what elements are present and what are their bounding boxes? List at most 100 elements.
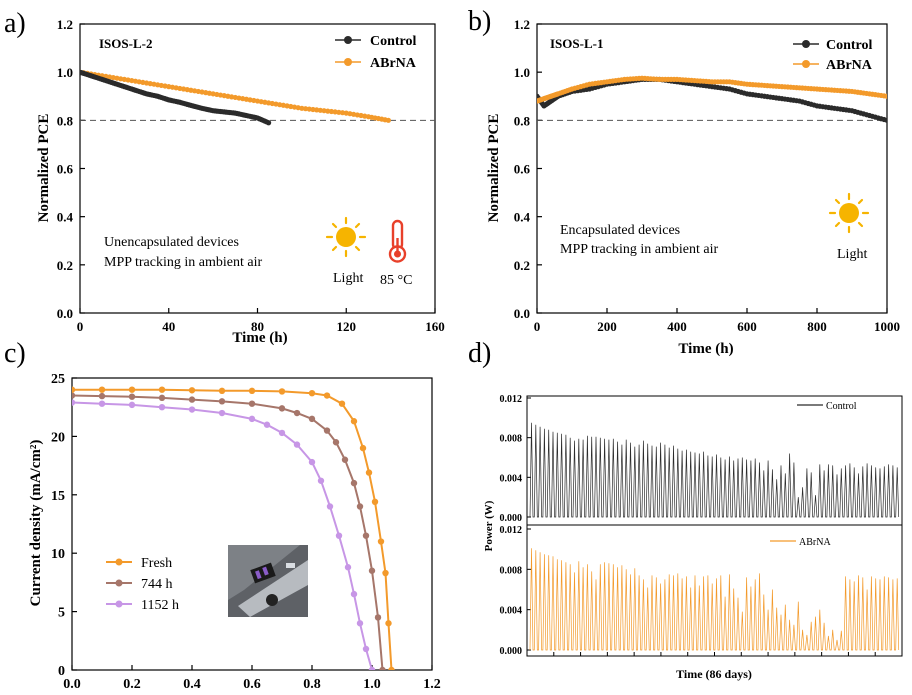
y-tick-label: 0.012 <box>500 394 523 405</box>
data-point <box>248 387 256 395</box>
y-axis-label-b: Normalized PCE <box>486 114 502 223</box>
y-tick-label: 15 <box>51 489 65 504</box>
y-tick-label: 0.008 <box>500 565 523 576</box>
y-tick-label: 1.0 <box>57 65 73 80</box>
data-point <box>218 398 226 405</box>
y-tick-label: 5 <box>58 606 65 621</box>
x-tick-label: 0.8 <box>303 677 321 692</box>
legend-marker-control-a <box>344 36 352 44</box>
sun-icon <box>325 216 367 258</box>
annotation-light-b: Light <box>837 247 867 262</box>
data-point <box>98 386 106 393</box>
data-point <box>332 439 340 446</box>
data-point <box>248 400 256 407</box>
data-point <box>368 666 376 670</box>
panel-c-label: c) <box>4 338 26 369</box>
x-tick-label: 0 <box>534 319 541 334</box>
legend-marker-744h <box>115 579 123 587</box>
y-tick-label: 0.4 <box>514 210 531 225</box>
x-tick-label: 0.6 <box>243 677 261 692</box>
y-tick-label: 1.2 <box>57 17 73 32</box>
y-axis-c: 0 5 10 15 20 25 <box>51 372 77 679</box>
series-control-a <box>80 69 272 126</box>
legend-d-bottom: ABrNA <box>770 537 831 548</box>
y-tick-label: 0.8 <box>57 113 74 128</box>
series-fresh <box>72 386 395 670</box>
data-point <box>341 456 349 463</box>
x-axis-c: 0.0 0.2 0.4 0.6 0.8 1.0 1.2 <box>63 665 441 692</box>
data-point <box>365 469 373 476</box>
series-abrna-power <box>529 548 900 651</box>
series-1152h <box>72 399 376 670</box>
legend-label-744h: 744 h <box>141 577 173 592</box>
data-point <box>98 400 106 407</box>
legend-marker-1152h <box>115 600 123 608</box>
x-tick-label: 0 <box>77 319 84 334</box>
chart-title-a: ISOS-L-2 <box>99 36 152 51</box>
y-tick-label: 0.008 <box>500 434 523 445</box>
x-tick-label: 1.0 <box>363 677 381 692</box>
chart-title-b: ISOS-L-1 <box>550 36 603 51</box>
y-tick-label: 0.6 <box>514 162 531 177</box>
x-axis-label-b: Time (h) <box>678 341 733 357</box>
x-tick-label: 40 <box>162 319 175 334</box>
data-point <box>379 666 386 670</box>
data-point <box>884 117 887 123</box>
legend-label-abrna-b: ABrNA <box>826 58 873 73</box>
data-point <box>293 441 301 448</box>
data-point <box>350 418 358 425</box>
data-point <box>371 498 379 506</box>
y-axis-label-c: Current density (mA/cm²) <box>28 440 44 607</box>
data-point <box>335 532 343 539</box>
y-axis-d-bottom: 0.000 0.004 0.008 0.012 <box>500 525 531 657</box>
data-point <box>356 620 364 627</box>
annotation-mpp-a: MPP tracking in ambient air <box>104 255 262 270</box>
panel-d-label: d) <box>468 338 491 369</box>
data-point <box>356 503 364 510</box>
legend-label-control-a: Control <box>370 34 417 49</box>
data-point <box>278 388 286 395</box>
annotation-unencapsulated: Unencapsulated devices <box>104 235 239 250</box>
data-point <box>350 590 358 598</box>
data-point <box>350 479 358 487</box>
thermometer-icon <box>388 219 407 263</box>
y-tick-label: 10 <box>51 547 65 562</box>
legend-b: Control ABrNA <box>793 38 873 73</box>
data-point <box>263 421 271 428</box>
data-point <box>278 429 286 437</box>
plot-d-frame <box>526 395 903 657</box>
x-tick-label: 400 <box>667 319 687 334</box>
y-tick-label: 0.000 <box>500 646 523 657</box>
y-tick-label: 0.6 <box>57 162 74 177</box>
y-tick-label: 0.004 <box>500 473 523 484</box>
data-point <box>368 567 376 574</box>
legend-marker-abrna-a <box>344 58 352 66</box>
annotation-encapsulated: Encapsulated devices <box>560 223 680 238</box>
jv-curve <box>72 401 373 670</box>
legend-c: Fresh 744 h 1152 h <box>106 556 179 613</box>
panel-b-label: b) <box>468 6 491 37</box>
panel-a-label: a) <box>4 8 26 39</box>
panel-c: c) 0 5 10 15 20 25 0.0 0.2 0.4 0.6 0.8 1.0 1.2 Curr… <box>4 338 441 692</box>
data-point <box>317 477 325 484</box>
data-point <box>323 427 331 434</box>
legend-label-fresh: Fresh <box>141 556 172 571</box>
data-point <box>377 538 385 545</box>
data-point <box>326 503 334 510</box>
data-point <box>158 386 166 393</box>
data-point <box>385 620 392 627</box>
y-tick-label: 0.8 <box>514 113 531 128</box>
y-tick-label: 0 <box>58 664 65 679</box>
x-axis-d <box>553 652 876 656</box>
x-tick-label: 600 <box>737 319 757 334</box>
x-axis-a: 0 40 80 120 160 <box>77 308 445 334</box>
y-tick-label: 1.2 <box>514 17 530 32</box>
legend-marker-fresh <box>115 558 123 566</box>
y-tick-label: 25 <box>51 372 65 387</box>
data-point <box>218 409 226 417</box>
data-point <box>128 401 136 409</box>
x-tick-label: 1.2 <box>423 677 441 692</box>
data-point <box>72 392 76 399</box>
legend-label-control-d: Control <box>826 401 857 412</box>
annotation-light-a: Light <box>333 271 363 286</box>
